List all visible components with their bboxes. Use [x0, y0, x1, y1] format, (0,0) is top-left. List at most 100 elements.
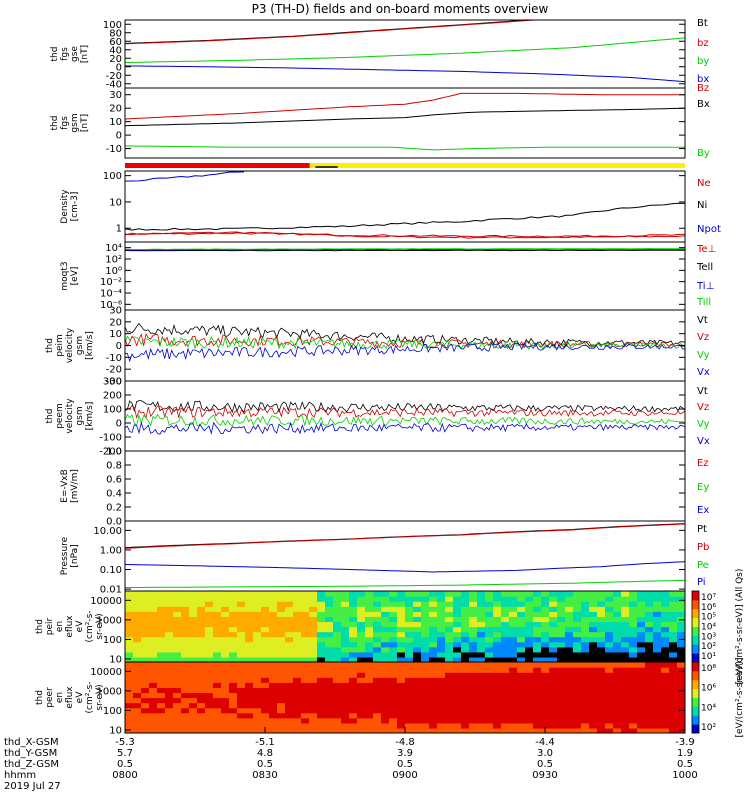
panel-body	[125, 400, 685, 435]
heatmap-cell	[165, 601, 174, 607]
heatmap-cell	[453, 707, 462, 714]
heatmap-cell	[653, 596, 662, 602]
heatmap-cell	[205, 616, 214, 623]
heatmap-cell	[597, 611, 606, 617]
y-tick-label: 10⁴	[105, 243, 122, 254]
panel-body	[125, 322, 685, 363]
heatmap-cell	[357, 621, 366, 628]
heatmap-cell	[125, 591, 134, 597]
heatmap-cell	[149, 712, 158, 719]
heatmap-cell	[661, 656, 670, 662]
heatmap-cell	[269, 722, 278, 729]
heatmap-cell	[349, 702, 358, 709]
heatmap-cell	[173, 631, 182, 638]
legend-vy: Vy	[697, 419, 710, 430]
heatmap-cell	[613, 682, 622, 688]
heatmap-cell	[637, 636, 646, 643]
heatmap-cell	[509, 677, 518, 683]
heatmap-cell	[245, 667, 254, 673]
x-tick-label: 0830	[252, 770, 277, 781]
y-axis-label: (cm²-s-	[85, 681, 95, 713]
mode-bar	[125, 163, 685, 168]
heatmap-cell	[437, 702, 446, 709]
heatmap-cell	[549, 601, 558, 607]
legend-vx: Vx	[697, 367, 710, 378]
y-axis-label: [nPa]	[70, 544, 80, 567]
heatmap-cell	[277, 682, 286, 688]
heatmap-cell	[565, 651, 574, 658]
heatmap-cell	[373, 591, 382, 597]
heatmap-cell	[341, 611, 350, 617]
heatmap-cell	[445, 697, 454, 704]
heatmap-cell	[269, 596, 278, 602]
panel-body	[125, 171, 685, 239]
heatmap-cell	[605, 656, 614, 662]
heatmap-cell	[405, 616, 414, 623]
heatmap-cell	[197, 636, 206, 643]
panel-body	[125, 20, 685, 83]
heatmap-cell	[181, 702, 190, 709]
heatmap-cell	[477, 651, 486, 658]
heatmap-cell	[237, 677, 246, 683]
heatmap-cell	[365, 662, 374, 668]
heatmap-cell	[349, 712, 358, 719]
heatmap-cell	[469, 692, 478, 699]
heatmap-cell	[533, 667, 542, 673]
heatmap-cell	[301, 656, 310, 662]
heatmap-cell	[317, 601, 326, 607]
heatmap-cell	[197, 616, 206, 623]
heatmap-cell	[269, 616, 278, 623]
heatmap-cell	[445, 667, 454, 673]
heatmap-cell	[477, 626, 486, 633]
heatmap-cell	[517, 697, 526, 704]
heatmap-cell	[453, 596, 462, 602]
y-axis-label: E=-VxB	[60, 469, 70, 503]
heatmap-cell	[277, 702, 286, 709]
heatmap-cell	[349, 631, 358, 638]
heatmap-cell	[621, 707, 630, 714]
heatmap-cell	[445, 641, 454, 648]
heatmap-cell	[421, 591, 430, 597]
heatmap-cell	[413, 631, 422, 638]
heatmap-cell	[469, 667, 478, 673]
heatmap-cell	[485, 601, 494, 607]
heatmap-cell	[549, 692, 558, 699]
heatmap-cell	[221, 727, 230, 733]
heatmap-cell	[429, 636, 438, 643]
heatmap-cell	[149, 722, 158, 729]
heatmap-cell	[261, 707, 270, 714]
heatmap-cell	[589, 702, 598, 709]
heatmap-cell	[309, 692, 318, 699]
y-tick-label: 10²	[105, 255, 122, 266]
heatmap-cell	[149, 656, 158, 662]
heatmap-cell	[541, 636, 550, 643]
heatmap-cell	[181, 606, 190, 612]
heatmap-cell	[317, 641, 326, 648]
heatmap-cell	[245, 641, 254, 648]
heatmap-cell	[565, 601, 574, 607]
colorbar-tick-label: 10⁶	[701, 603, 716, 613]
heatmap-cell	[389, 722, 398, 729]
heatmap-cell	[365, 606, 374, 612]
heatmap-cell	[501, 591, 510, 597]
heatmap-cell	[573, 672, 582, 678]
heatmap-cell	[349, 651, 358, 658]
heatmap-cell	[389, 682, 398, 688]
heatmap-cell	[325, 697, 334, 704]
heatmap-cell	[165, 707, 174, 714]
heatmap-cell	[301, 611, 310, 617]
heatmap-cell	[437, 636, 446, 643]
heatmap-cell	[541, 672, 550, 678]
heatmap-cell	[285, 672, 294, 678]
heatmap-cell	[189, 677, 198, 683]
heatmap-cell	[653, 606, 662, 612]
heatmap-cell	[357, 662, 366, 668]
heatmap-cell	[317, 672, 326, 678]
heatmap-cell	[445, 636, 454, 643]
heatmap-cell	[357, 717, 366, 724]
heatmap-cell	[141, 672, 150, 678]
heatmap-cell	[125, 631, 134, 638]
heatmap-cell	[341, 651, 350, 658]
heatmap-cell	[141, 712, 150, 719]
